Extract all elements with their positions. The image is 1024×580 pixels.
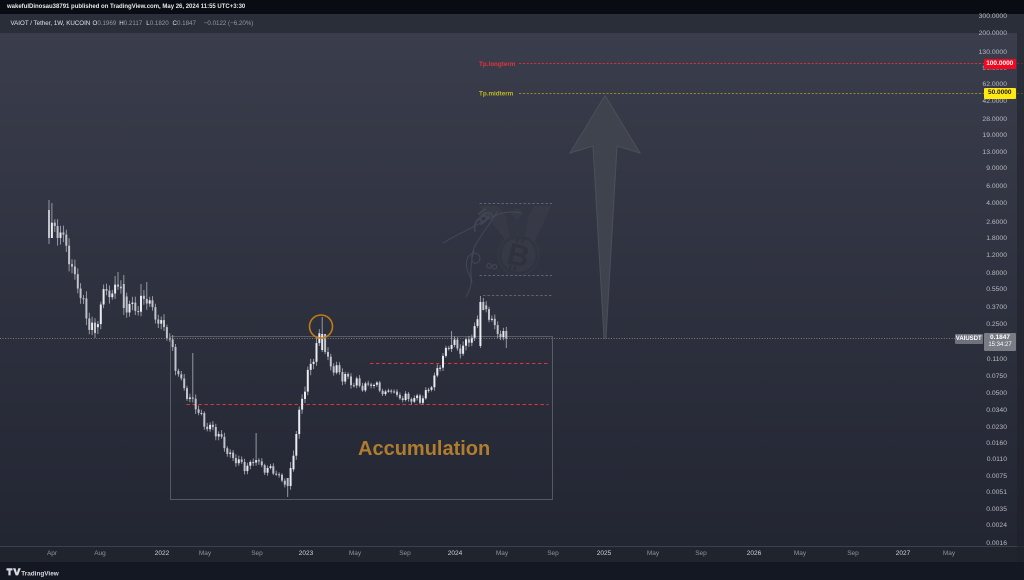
svg-text:Tp.longterm: Tp.longterm [479,61,516,68]
svg-text:Tp.midterm: Tp.midterm [479,91,514,98]
svg-text:Accumulation: Accumulation [358,438,490,460]
svg-text:TradingView: TradingView [21,570,59,577]
